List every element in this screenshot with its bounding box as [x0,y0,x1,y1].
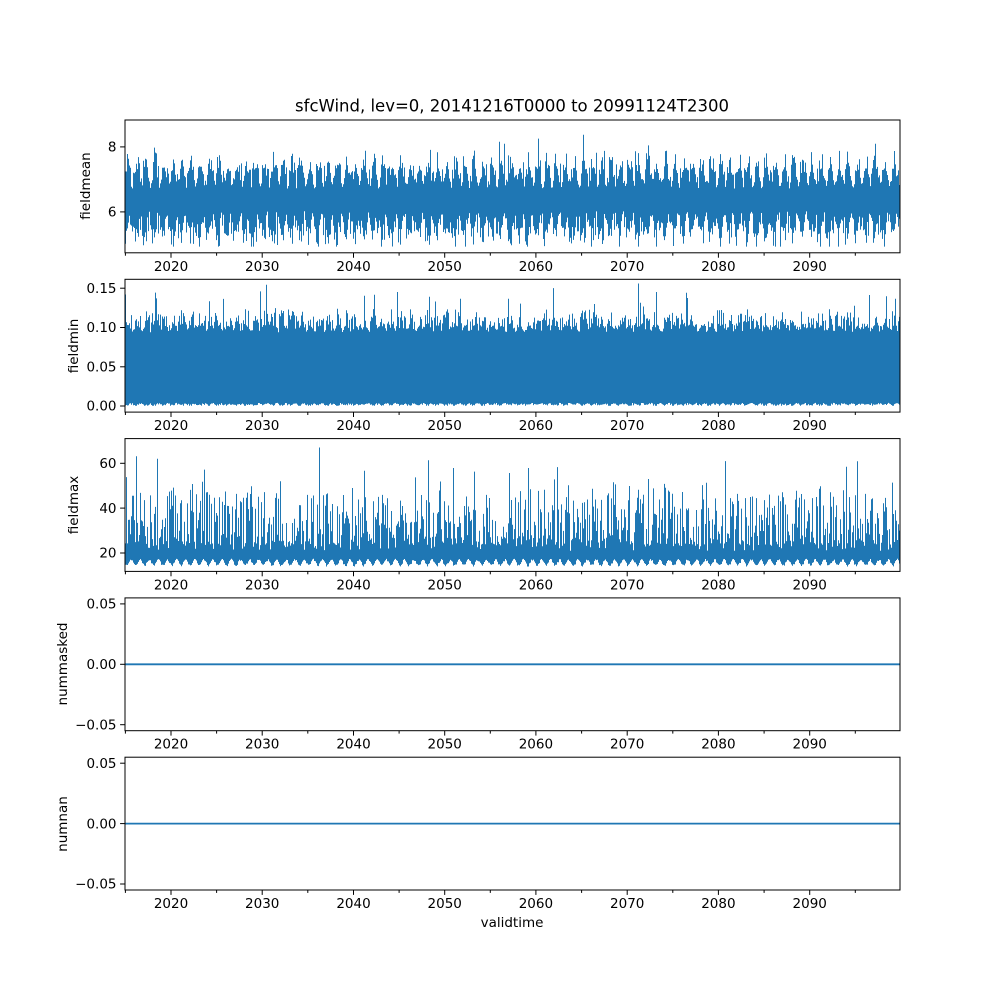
y-tick-label: 40 [99,501,116,517]
x-tick-label: 2030 [245,577,279,593]
y-tick-label: 0.10 [86,320,116,336]
y-tick-label: 8 [108,140,117,156]
x-tick-label: 2040 [336,259,370,275]
x-tick-label: 2040 [336,896,370,912]
x-tick-label: 2050 [428,418,462,434]
x-tick-label: 2060 [519,577,553,593]
xlabel-validtime: validtime [480,915,544,931]
x-tick-label: 2090 [793,737,827,753]
y-tick-label: 0.00 [86,399,116,415]
x-tick-label: 2090 [793,896,827,912]
y-tick-label: 0.05 [86,597,116,613]
x-tick-label: 2090 [793,259,827,275]
x-tick-label: 2080 [701,259,735,275]
x-tick-label: 2050 [428,577,462,593]
x-tick-label: 2080 [701,577,735,593]
y-tick-label: 20 [99,546,116,562]
x-tick-label: 2030 [245,896,279,912]
x-tick-label: 2020 [154,737,188,753]
x-tick-label: 2050 [428,259,462,275]
fieldmin-series [125,283,900,406]
x-tick-label: 2020 [154,577,188,593]
y-tick-label: 0.05 [86,756,116,772]
y-tick-label: −0.05 [75,877,116,893]
x-tick-label: 2050 [428,896,462,912]
x-tick-label: 2040 [336,737,370,753]
x-tick-label: 2050 [428,737,462,753]
x-tick-label: 2040 [336,418,370,434]
x-tick-label: 2030 [245,418,279,434]
figure-title: sfcWind, lev=0, 20141216T0000 to 2099112… [295,96,729,116]
x-tick-label: 2070 [610,418,644,434]
x-tick-label: 2070 [610,896,644,912]
ylabel-nummasked: nummasked [55,622,71,706]
y-tick-label: 0.00 [86,816,116,832]
x-tick-label: 2080 [701,737,735,753]
y-tick-label: −0.05 [75,717,116,733]
subplot-frame-fieldmean [124,119,901,254]
y-tick-label: 6 [108,205,117,221]
x-tick-label: 2080 [701,418,735,434]
x-tick-label: 2030 [245,259,279,275]
x-tick-label: 2070 [610,737,644,753]
x-tick-label: 2060 [519,737,553,753]
x-tick-label: 2040 [336,577,370,593]
x-tick-label: 2060 [519,259,553,275]
y-tick-label: 0.15 [86,281,116,297]
y-tick-label: 60 [99,456,116,472]
subplot-frame-fieldmax [124,438,901,572]
x-tick-label: 2020 [154,418,188,434]
x-tick-label: 2030 [245,737,279,753]
ylabel-fieldmean: fieldmean [78,152,94,220]
x-tick-label: 2060 [519,418,553,434]
x-tick-label: 2070 [610,577,644,593]
y-tick-label: 0.05 [86,360,116,376]
fieldmean-series [125,134,900,247]
ylabel-fieldmin: fieldmin [66,318,82,374]
y-tick-label: 0.00 [86,657,116,673]
x-tick-label: 2090 [793,418,827,434]
ylabel-numnan: numnan [55,796,71,852]
fieldmax-series [125,447,900,567]
x-tick-label: 2020 [154,896,188,912]
subplot-frame-fieldmin [124,278,901,413]
x-tick-label: 2020 [154,259,188,275]
x-tick-label: 2060 [519,896,553,912]
x-tick-label: 2090 [793,577,827,593]
x-tick-label: 2070 [610,259,644,275]
ylabel-fieldmax: fieldmax [66,475,82,535]
x-tick-label: 2080 [701,896,735,912]
